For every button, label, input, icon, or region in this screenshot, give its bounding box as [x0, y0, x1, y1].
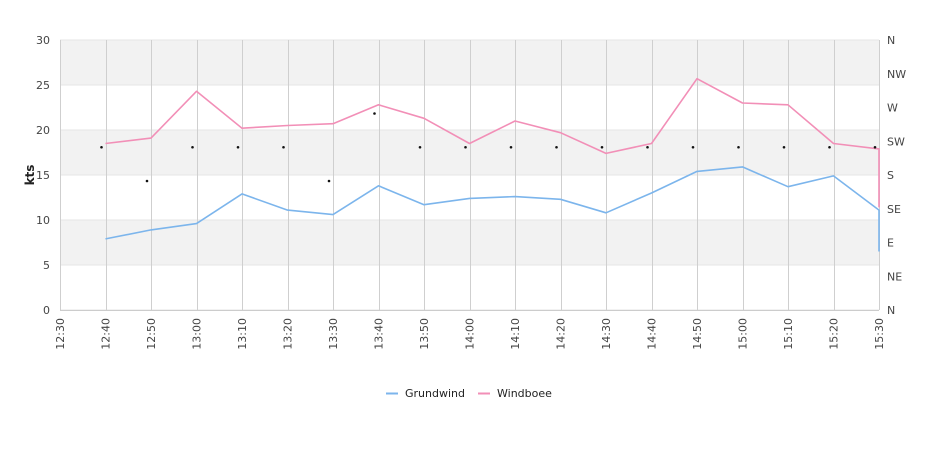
direction-point — [782, 145, 786, 149]
direction-tick-label: S — [887, 169, 894, 182]
direction-tick-label: N — [887, 304, 895, 317]
direction-points — [100, 112, 877, 183]
direction-axis-ticks: N NE E SE S SW W NW N — [887, 34, 906, 317]
direction-tick-label: NW — [887, 68, 906, 81]
series-line-grundwind[interactable] — [105, 166, 880, 252]
x-tick-label: 14:20 — [555, 318, 568, 350]
direction-point — [691, 145, 695, 149]
x-tick-label: 13:20 — [282, 318, 295, 350]
x-tick-label: 12:50 — [145, 318, 158, 350]
plot-band — [60, 220, 879, 265]
y-tick-label: 30 — [36, 34, 50, 47]
direction-tick-label: N — [887, 34, 895, 47]
legend-label: Grundwind — [405, 387, 465, 400]
direction-point — [100, 145, 103, 149]
plot-bands — [60, 40, 879, 310]
x-tick-label: 12:30 — [54, 318, 67, 350]
grid — [60, 39, 880, 311]
legend-item-windboee[interactable]: Windboee — [478, 387, 552, 400]
x-tick-label: 14:40 — [646, 318, 659, 350]
legend-label: Windboee — [497, 387, 552, 400]
direction-point — [327, 179, 331, 183]
x-tick-label: 15:30 — [873, 318, 886, 350]
y-axis-ticks: 0 5 10 15 20 25 30 — [36, 34, 50, 317]
plot-band — [60, 175, 879, 220]
y-tick-label: 20 — [36, 124, 50, 137]
direction-point — [145, 179, 149, 183]
y-tick-label: 0 — [43, 304, 50, 317]
direction-point — [737, 145, 740, 149]
direction-point — [373, 112, 376, 115]
y-tick-label: 25 — [36, 79, 50, 92]
x-tick-label: 15:20 — [828, 318, 841, 350]
x-tick-label: 14:50 — [691, 318, 704, 350]
x-tick-label: 14:10 — [509, 318, 522, 350]
y-axis-label: kts — [23, 165, 37, 186]
plot-band — [60, 40, 879, 85]
x-tick-label: 15:00 — [737, 318, 750, 350]
x-tick-label: 13:10 — [236, 318, 249, 350]
direction-point — [646, 145, 649, 149]
x-tick-label: 14:00 — [464, 318, 477, 350]
plot-band — [60, 265, 879, 310]
direction-tick-label: SW — [887, 135, 905, 148]
x-tick-label: 13:50 — [418, 318, 431, 350]
x-axis-ticks: 12:30 12:40 12:50 13:00 13:10 13:20 13:30 13:40… — [54, 318, 886, 350]
direction-point — [873, 145, 877, 149]
direction-point — [828, 145, 831, 149]
direction-point — [509, 145, 513, 149]
legend-item-grundwind[interactable]: Grundwind — [386, 387, 465, 400]
direction-tick-label: NE — [887, 270, 902, 283]
direction-point — [191, 145, 194, 149]
direction-point — [236, 145, 240, 149]
x-tick-label: 15:10 — [782, 318, 795, 350]
x-tick-label: 13:30 — [327, 318, 340, 350]
direction-tick-label: W — [887, 102, 898, 115]
direction-point — [418, 145, 422, 149]
y-tick-label: 10 — [36, 214, 50, 227]
x-tick-label: 12:40 — [100, 318, 113, 350]
direction-point — [555, 145, 558, 149]
x-tick-label: 13:00 — [191, 318, 204, 350]
plot-band — [60, 85, 879, 130]
y-tick-label: 5 — [43, 259, 50, 272]
x-tick-label: 13:40 — [373, 318, 386, 350]
series-line-windboee[interactable] — [105, 77, 880, 208]
legend[interactable]: Grundwind Windboee — [386, 387, 552, 400]
y-tick-label: 15 — [36, 169, 50, 182]
direction-point — [282, 145, 285, 149]
direction-point — [600, 145, 604, 149]
direction-tick-label: SE — [887, 203, 901, 216]
plot-band — [60, 130, 879, 175]
x-tick-label: 14:30 — [600, 318, 613, 350]
direction-point — [464, 145, 467, 149]
direction-tick-label: E — [887, 237, 894, 250]
series-lines — [105, 77, 880, 252]
